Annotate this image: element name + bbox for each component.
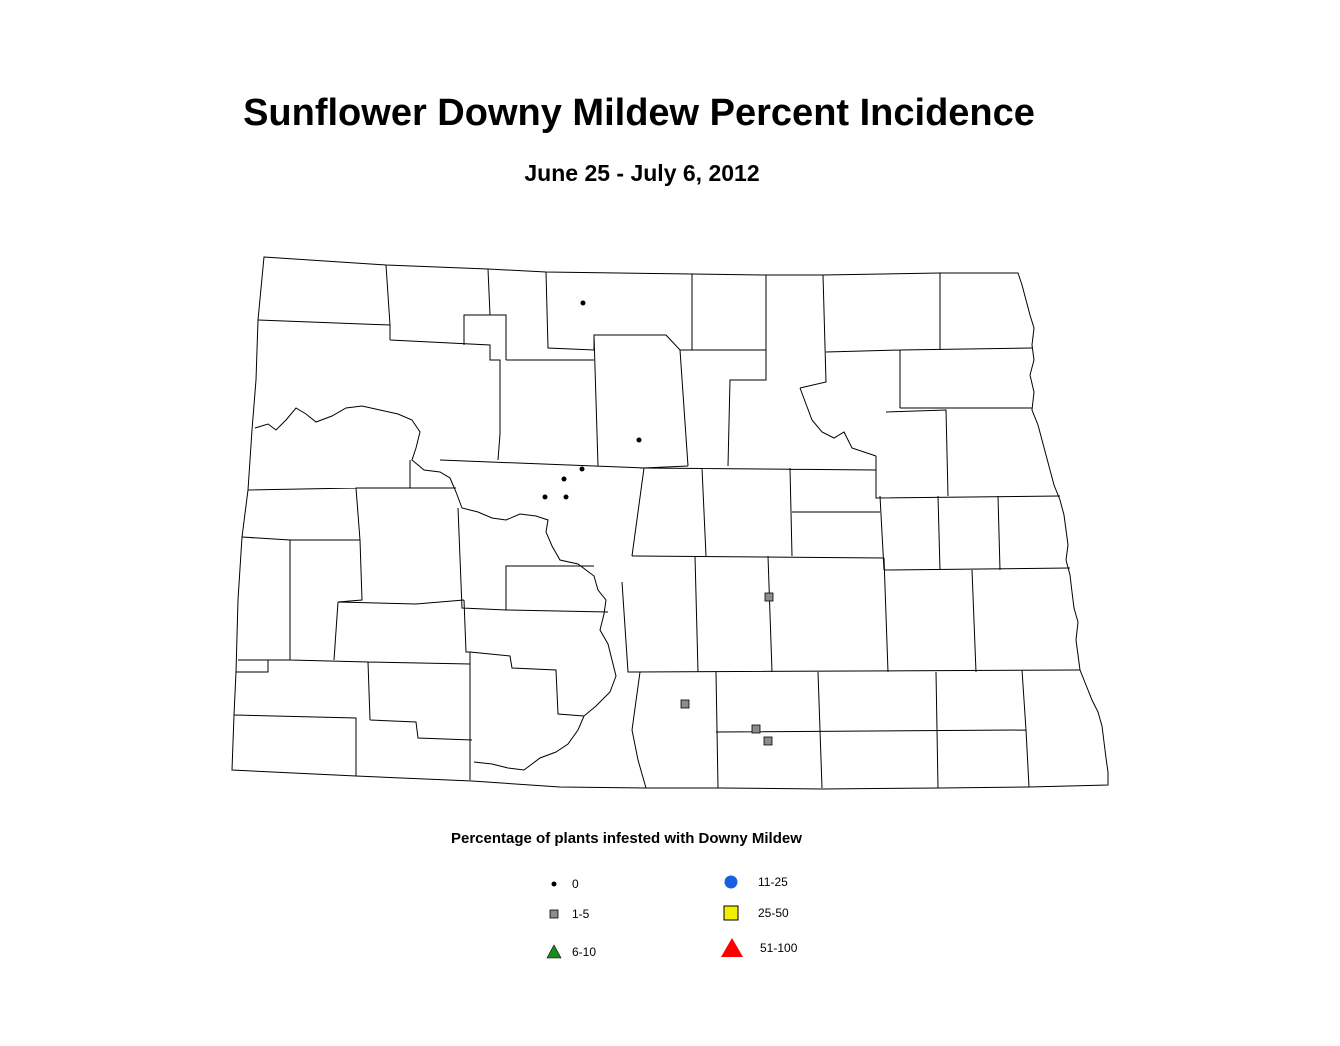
legend-label: 25-50	[758, 906, 789, 920]
gray-square-icon	[549, 909, 559, 919]
legend-label: 0	[572, 877, 579, 891]
observations-zero	[542, 300, 642, 500]
red-triangle-icon	[721, 938, 743, 957]
legend-title: Percentage of plants infested with Downy…	[451, 830, 802, 847]
observation-zero-point	[563, 494, 569, 500]
observation-one-to-five-point	[763, 736, 773, 746]
small-black-dot-icon	[551, 881, 557, 887]
observation-zero-point	[580, 300, 586, 306]
observation-zero-point	[636, 437, 642, 443]
observation-one-to-five-point	[764, 592, 774, 602]
legend-label: 6-10	[572, 945, 597, 959]
green-triangle-icon	[546, 944, 562, 959]
county-lines	[233, 264, 1081, 789]
sheyenne-river	[799, 387, 877, 457]
observation-one-to-five-point	[680, 699, 690, 709]
missouri-river	[254, 405, 617, 771]
observation-zero-point	[542, 494, 548, 500]
state-outline	[231, 256, 1109, 790]
legend-label: 11-25	[758, 875, 788, 889]
observations-one-to-five	[680, 592, 774, 746]
blue-circle-icon	[724, 875, 738, 889]
observation-zero-point	[561, 476, 567, 482]
map-subtitle: June 25 - July 6, 2012	[524, 160, 760, 186]
legend-label: 51-100	[760, 941, 798, 955]
observation-zero-point	[579, 466, 585, 472]
map-title: Sunflower Downy Mildew Percent Incidence	[243, 92, 1035, 134]
legend-label: 1-5	[572, 907, 590, 921]
yellow-square-icon	[723, 905, 739, 921]
observation-one-to-five-point	[751, 724, 761, 734]
